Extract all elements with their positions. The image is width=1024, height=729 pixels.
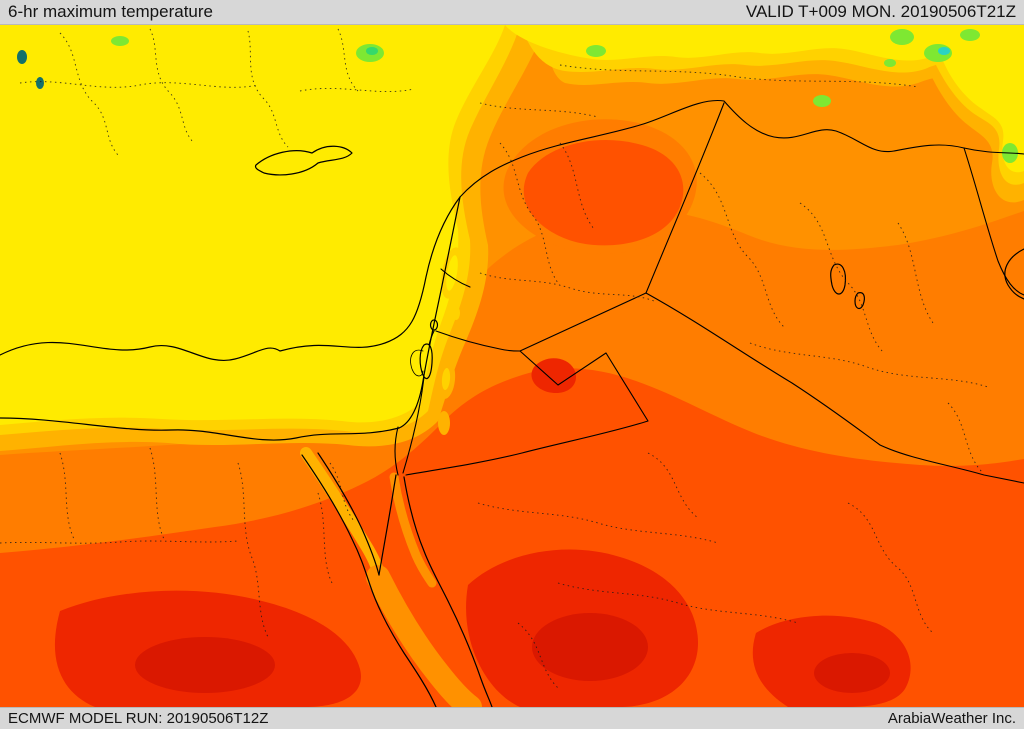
lake-sea-of-galilee	[429, 319, 439, 331]
cool-spot-green-northeast1	[890, 29, 914, 45]
contour-red-orange-east-syria-core	[523, 140, 684, 246]
admin-boundary-dotted	[847, 502, 934, 634]
admin-boundary-dotted	[479, 102, 599, 118]
border-israel-egypt	[394, 426, 399, 476]
admin-boundary-dotted	[557, 582, 799, 624]
cool-spot-teal-northwest1	[17, 50, 27, 64]
admin-boundary-dotted	[329, 462, 355, 522]
coastlines	[0, 145, 1024, 707]
header-bar: 6-hr maximum temperature VALID T+009 MON…	[0, 0, 1024, 25]
contour-darkred-core-southwest	[135, 637, 275, 693]
relief-yellow-core-jordan	[441, 368, 451, 390]
relief-yellow-core-lebanon	[446, 255, 458, 291]
lake-habbaniyah	[854, 292, 865, 310]
international-borders	[394, 99, 1024, 484]
border-jordan-iraq	[519, 292, 647, 352]
relief-yellow-hermon	[452, 306, 460, 320]
coastline-levant	[398, 196, 461, 429]
border-jordan-saudi	[405, 350, 649, 476]
admin-boundary-dotted	[19, 81, 259, 88]
admin-boundary-dotted	[559, 142, 595, 230]
coastline-turkey-south	[0, 196, 461, 361]
cool-spot-greencore-taurus	[366, 47, 378, 55]
lake-tharthar	[830, 263, 847, 295]
border-west-bank	[410, 349, 424, 377]
branding-label: ArabiaWeather Inc.	[887, 710, 1016, 727]
model-run-label: ECMWF MODEL RUN: 20190506T12Z	[8, 710, 269, 727]
temperature-map-canvas	[0, 25, 1024, 707]
admin-boundary-dotted	[0, 540, 239, 544]
admin-boundary-dotted	[559, 64, 919, 88]
cool-spot-cyan-northeast	[938, 47, 950, 55]
valid-time-label: VALID T+009 MON. 20190506T21Z	[745, 2, 1016, 21]
admin-boundary-dotted	[237, 462, 269, 638]
cool-spot-teal-northwest2	[36, 77, 44, 89]
relief-orange-jordan-south	[438, 411, 450, 435]
border-iran-iraq	[963, 147, 1024, 296]
border-iraq-saudi	[645, 292, 1024, 484]
border-lebanon-syria	[440, 268, 471, 288]
cool-spot-green-northeast3	[960, 29, 980, 41]
map-title: 6-hr maximum temperature	[8, 2, 214, 21]
admin-boundary-dotted	[499, 142, 559, 284]
sea-strip-gulf-of-aqaba	[389, 472, 437, 588]
cool-spot-green-central	[586, 45, 606, 57]
contour-bright-yellow-northwest	[0, 25, 505, 425]
cool-spot-green-west	[111, 36, 129, 46]
temperature-fill-layers	[0, 25, 1024, 707]
lake-dead-sea	[419, 343, 433, 380]
contour-bright-yellow-topright	[908, 25, 1024, 173]
border-israel-jordan	[402, 330, 435, 474]
contour-darkred-core-center	[532, 613, 648, 681]
coastline-sinai-west	[317, 452, 380, 576]
sea-strip-red-sea	[366, 565, 482, 707]
cool-spot-green-zagros1	[813, 95, 831, 107]
footer-bar: ECMWF MODEL RUN: 20190506T12Z ArabiaWeat…	[0, 707, 1024, 729]
admin-boundary-dotted	[897, 222, 934, 324]
cool-spot-green-small	[884, 59, 896, 67]
coastline-egypt-red-sea	[301, 454, 437, 707]
admin-boundary-dotted	[477, 502, 719, 544]
coastline-sinai-east	[378, 474, 397, 576]
admin-boundary-dotted	[947, 402, 984, 474]
coastline-cyprus-island	[254, 145, 353, 176]
coastline-egypt-north	[0, 417, 400, 441]
admin-boundary-dotted	[479, 272, 655, 302]
admin-boundaries	[0, 28, 989, 689]
coastline-persian-gulf-tip	[1004, 248, 1024, 300]
temperature-map	[0, 25, 1024, 707]
coastline-arabia-red-sea	[403, 476, 493, 707]
admin-boundary-dotted	[337, 28, 359, 92]
contour-red-spot-jordan	[531, 358, 576, 393]
border-turkey-south	[459, 99, 1024, 198]
admin-boundary-dotted	[59, 452, 75, 540]
border-jordan-syria	[435, 330, 521, 352]
contour-darkred-core-southeast	[814, 653, 890, 693]
border-syria-iraq	[645, 102, 725, 294]
